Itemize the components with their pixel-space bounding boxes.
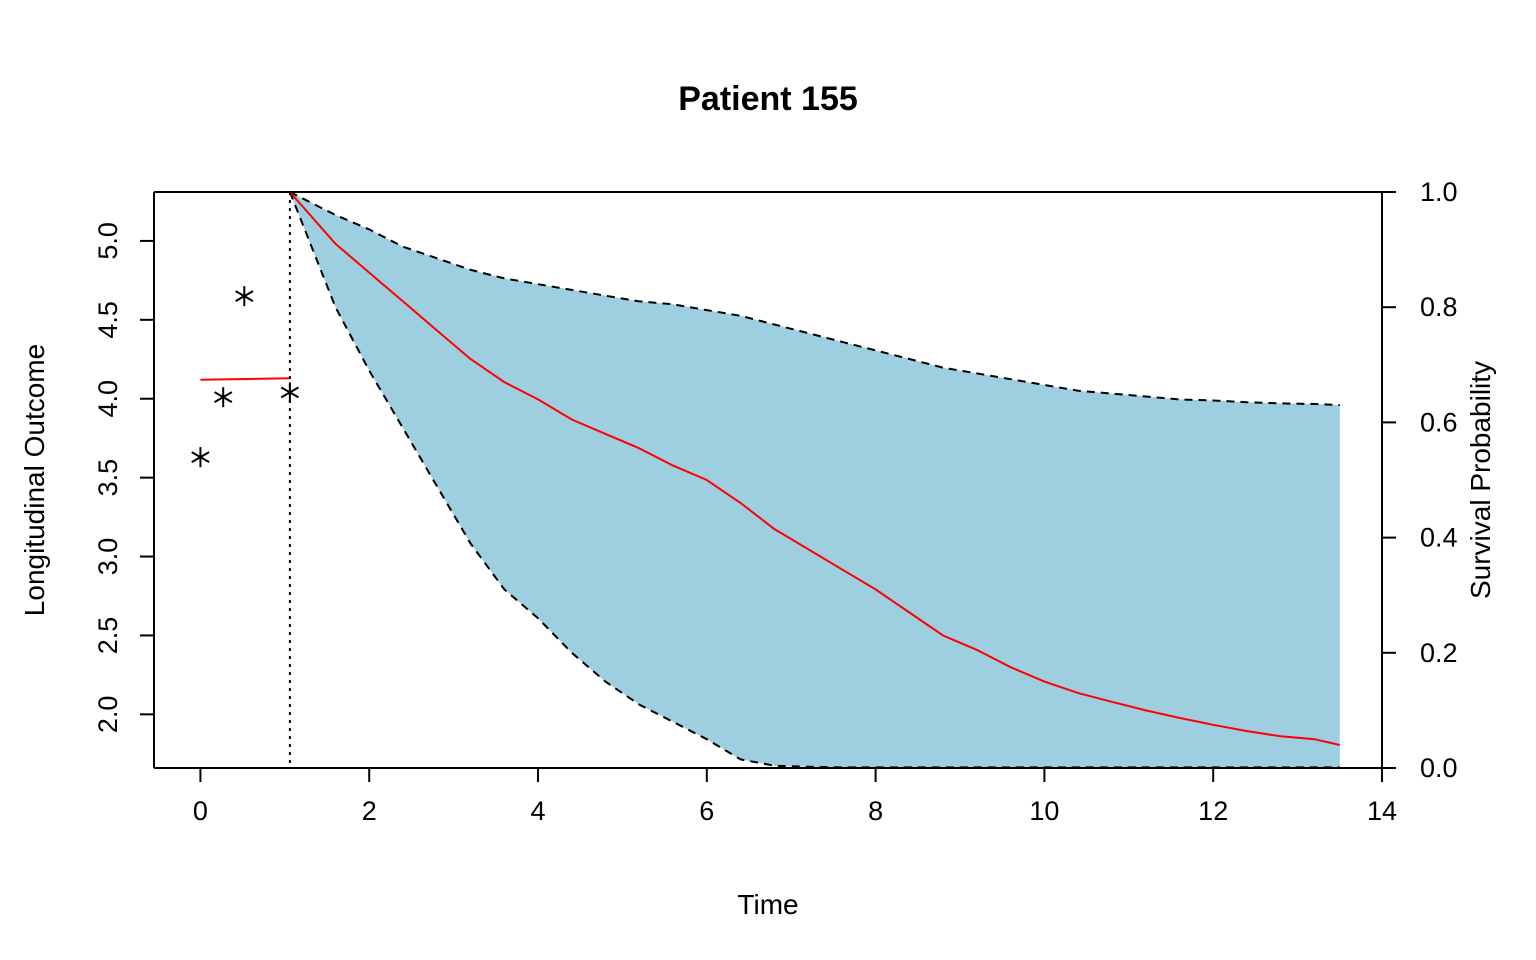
- y-right-tick-label: 0.6: [1420, 407, 1458, 437]
- x-axis-title: Time: [737, 889, 798, 920]
- y-left-tick-label: 2.0: [93, 696, 123, 734]
- y-right-tick-label: 1.0: [1420, 177, 1458, 207]
- survival-upper-bound-line: [289, 191, 1340, 407]
- y-axis-right-title: Survival Probability: [1465, 361, 1496, 599]
- survival-ci-band-layer: [289, 192, 1340, 768]
- y-left-tick-label: 3.5: [93, 459, 123, 497]
- x-tick-label: 14: [1367, 796, 1397, 826]
- y-left-tick-label: 3.0: [93, 538, 123, 576]
- y-left-tick-label: 4.5: [93, 301, 123, 339]
- y-right-tick-label: 0.0: [1420, 753, 1458, 783]
- y-right-tick-label: 0.8: [1420, 292, 1458, 322]
- x-tick-label: 4: [530, 796, 545, 826]
- longitudinal-fit-line: [200, 377, 290, 381]
- y-left-tick-label: 2.5: [93, 617, 123, 655]
- x-tick-label: 8: [868, 796, 883, 826]
- observation-point: [235, 286, 254, 307]
- observation-points-layer: [191, 286, 300, 468]
- observation-point: [214, 387, 233, 408]
- y-right-tick-label: 0.4: [1420, 523, 1458, 553]
- plot-area: [191, 191, 1341, 769]
- y-left-tick-label: 4.0: [93, 380, 123, 418]
- survival-ci-band: [289, 192, 1340, 768]
- y-right-tick-label: 0.2: [1420, 638, 1458, 668]
- chart-title: Patient 155: [678, 80, 858, 118]
- x-tick-label: 12: [1198, 796, 1228, 826]
- observation-point: [280, 382, 300, 403]
- y-axis-right: 0.0 0.2 0.4 0.6 0.8 1.0: [1381, 177, 1458, 783]
- y-axis-left: 2.0 2.5 3.0 3.5 4.0 4.5 5.0: [93, 192, 155, 768]
- x-axis: 0 2 4 6 8 10 12 14: [154, 191, 1397, 826]
- y-axis-left-title: Longitudinal Outcome: [19, 344, 50, 616]
- x-tick-label: 2: [362, 796, 377, 826]
- x-tick-label: 0: [193, 796, 208, 826]
- x-tick-label: 6: [699, 796, 714, 826]
- x-tick-label: 10: [1029, 796, 1059, 826]
- survival-mean-line: [289, 191, 1341, 746]
- y-left-tick-label: 5.0: [93, 222, 123, 260]
- observation-point: [191, 447, 210, 468]
